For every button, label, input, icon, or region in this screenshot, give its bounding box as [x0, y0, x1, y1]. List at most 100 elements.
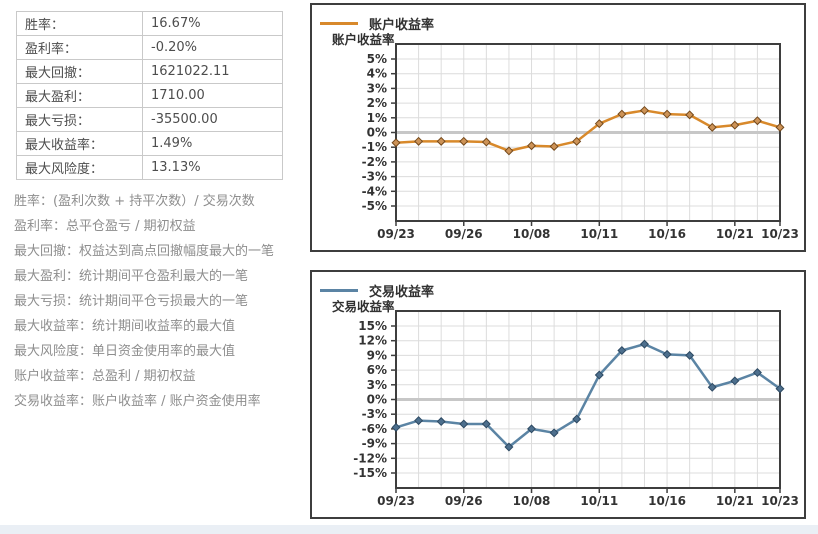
stat-label: 最大风险度：	[16, 155, 143, 180]
data-point-marker	[504, 442, 514, 452]
data-point-marker	[594, 119, 604, 129]
y-axis-tick-label: -6%	[362, 422, 387, 436]
stats-table-row: 最大风险度： 13.13%	[16, 155, 283, 180]
data-point-marker	[639, 105, 649, 115]
y-axis-tick-label: -12%	[353, 451, 387, 465]
stats-table-row: 最大回撤： 1621022.11	[16, 59, 283, 84]
data-point-marker	[752, 116, 762, 126]
y-axis-tick-label: 2%	[367, 96, 387, 110]
account-return-axis-title: 账户收益率	[332, 32, 395, 47]
account-return-legend: 账户收益率	[320, 14, 434, 33]
x-axis-tick-label: 10/21	[716, 494, 754, 508]
y-axis-tick-label: -4%	[362, 184, 387, 198]
x-axis-tick-label: 10/08	[513, 227, 551, 241]
data-point-marker	[504, 146, 514, 156]
data-point-marker	[436, 136, 446, 146]
data-point-marker	[572, 136, 582, 146]
data-point-marker	[436, 417, 446, 427]
data-point-marker	[481, 419, 491, 429]
y-axis-tick-label: -3%	[362, 170, 387, 184]
stat-label: 最大收益率：	[16, 131, 143, 156]
x-axis-tick-label: 10/16	[648, 227, 686, 241]
x-axis-tick-label: 10/21	[716, 227, 754, 241]
account-return-panel: 账户收益率 账户收益率 5% 4% 3% 2% 1% 0% -1% -2% -3% -4% -5% 0…	[310, 3, 806, 252]
definition-item: 盈利率：总平仓盈亏 / 期初权益	[14, 219, 196, 234]
y-axis-tick-label: 0%	[367, 126, 387, 140]
y-axis-tick-label: 5%	[367, 52, 387, 66]
data-point-marker	[527, 141, 537, 151]
account-return-legend-line-swatch	[320, 22, 358, 25]
data-point-marker	[527, 424, 537, 434]
data-point-marker	[414, 416, 424, 426]
data-point-marker	[414, 136, 424, 146]
definition-item: 交易收益率：账户收益率 / 账户资金使用率	[14, 394, 261, 409]
definitions-list: 胜率：(盈利次数 + 持平次数）/ 交易次数 盈利率：总平仓盈亏 / 期初权益 最大…	[14, 189, 274, 414]
stat-label: 最大盈利：	[16, 83, 143, 108]
y-axis-tick-label: -9%	[362, 437, 387, 451]
stat-label: 最大回撤：	[16, 59, 143, 84]
x-axis-tick-label: 10/16	[648, 494, 686, 508]
stats-table-row: 最大收益率： 1.49%	[16, 131, 283, 156]
stats-table-body: 胜率： 16.67% 盈利率： -0.20% 最大回撤： 1621022.11 最大盈利： 1…	[16, 11, 283, 180]
stat-value: 1.49%	[142, 131, 283, 156]
data-point-marker	[594, 370, 604, 380]
trade-return-plot: 15%12%9%6%3%0%-3%-6%-9%-12%-15% 09/23 09/2…	[353, 310, 799, 508]
data-point-marker	[391, 138, 401, 148]
definition-item: 账户收益率：总盈利 / 期初权益	[14, 369, 196, 384]
x-axis-tick-label: 09/23	[377, 227, 415, 241]
x-axis-tick-label: 09/26	[445, 494, 483, 508]
data-point-marker	[730, 376, 740, 386]
trade-return-legend-line-swatch	[320, 289, 358, 292]
data-point-marker	[707, 382, 717, 392]
definition-item: 最大亏损：统计期间平仓亏损最大的一笔	[14, 294, 249, 309]
plot-border	[395, 43, 781, 222]
account-return-legend-label: 账户收益率	[369, 18, 435, 33]
y-axis-tick-label: 3%	[367, 81, 387, 95]
y-axis-tick-label: -2%	[362, 155, 387, 169]
stats-table-row: 最大亏损： -35500.00	[16, 107, 283, 132]
data-point-marker	[685, 350, 695, 360]
data-point-marker	[639, 339, 649, 349]
trade-return-axis-title: 交易收益率	[332, 299, 395, 314]
data-point-marker	[481, 137, 491, 147]
definition-item: 最大收益率：统计期间收益率的最大值	[14, 319, 236, 334]
trade-return-panel: 交易收益率 交易收益率 15% 12% 9% 6% 3% 0% -3% -6% -9% -12% -…	[310, 270, 806, 519]
y-axis-tick-label: -15%	[353, 466, 387, 480]
data-point-marker	[730, 120, 740, 130]
data-point-marker	[572, 414, 582, 424]
y-axis-tick-label: 15%	[358, 319, 387, 333]
data-point-marker	[707, 122, 717, 132]
account-return-rate-line	[395, 109, 781, 153]
stat-label: 胜率：	[16, 11, 143, 36]
stats-table-row: 盈利率： -0.20%	[16, 35, 283, 60]
data-point-marker	[685, 110, 695, 120]
y-axis-tick-label: 9%	[367, 348, 387, 362]
stat-value: 13.13%	[142, 155, 283, 180]
x-axis-tick-label: 10/08	[513, 494, 551, 508]
trade-return-legend-label: 交易收益率	[369, 285, 435, 300]
stat-value: 16.67%	[142, 11, 283, 36]
data-point-marker	[775, 384, 785, 394]
x-axis-tick-label: 09/26	[445, 227, 483, 241]
stats-table: 胜率： 16.67% 盈利率： -0.20% 最大回撤： 1621022.11 最大盈利： 1…	[16, 11, 283, 180]
stat-value: 1710.00	[142, 83, 283, 108]
stat-value: 1621022.11	[142, 59, 283, 84]
y-axis-tick-label: 3%	[367, 378, 387, 392]
trade-return-legend: 交易收益率	[320, 281, 434, 300]
trade-return-rate-line	[395, 342, 781, 449]
stats-table-row: 胜率： 16.67%	[16, 11, 283, 36]
data-point-marker	[617, 109, 627, 119]
data-point-marker	[617, 345, 627, 356]
page-bottom-strip	[0, 525, 818, 534]
data-point-marker	[391, 422, 401, 432]
definition-item: 最大风险度：单日资金使用率的最大值	[14, 344, 236, 359]
stats-table-row: 最大盈利： 1710.00	[16, 83, 283, 108]
data-point-marker	[549, 141, 559, 151]
y-axis-tick-label: 1%	[367, 111, 387, 125]
data-point-marker	[662, 109, 672, 119]
data-point-marker	[459, 419, 469, 429]
x-axis-tick-label: 10/11	[580, 494, 618, 508]
data-point-marker	[775, 122, 785, 132]
data-point-marker	[662, 349, 672, 359]
